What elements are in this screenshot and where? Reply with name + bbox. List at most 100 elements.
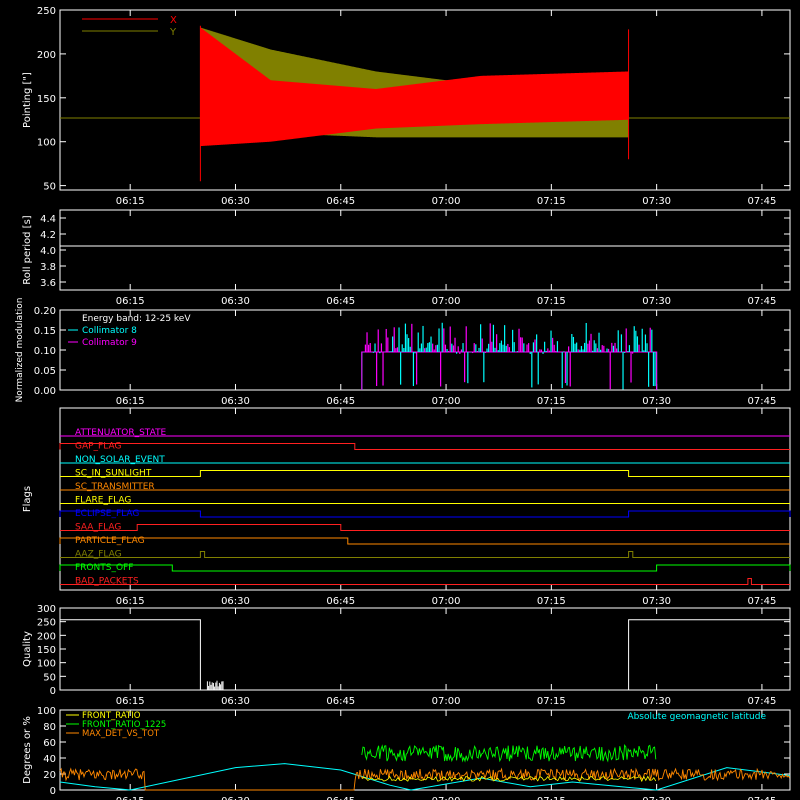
flag-label-flare_flag: FLARE_FLAG — [75, 496, 131, 506]
x-tick-label: 07:00 — [432, 796, 461, 800]
y-tick-label: 200 — [37, 50, 56, 61]
flag-label-bad_packets: BAD_PACKETS — [75, 577, 139, 587]
legend-label-2: MAX_DET_VS_TOT — [82, 729, 160, 739]
x-tick-label: 07:15 — [537, 796, 566, 800]
panel-frame — [59, 407, 791, 591]
y-axis-label: Flags — [22, 486, 33, 512]
x-tick-label: 07:30 — [642, 296, 671, 307]
flag-line-particle_flag — [59, 537, 790, 545]
x-tick-label: 06:45 — [326, 696, 355, 707]
flag-line-bad_packets — [60, 578, 790, 585]
plot-layer: 06:15 06:30 06:45 07:00 07:15 07:30 07:45 50 100… — [15, 6, 791, 800]
legend-label-Y: Y — [169, 27, 177, 38]
y-tick-label: 250 — [37, 6, 56, 17]
legend-label-1: FRONT_RATIO_1225 — [82, 720, 166, 730]
flag-line-saa_flag — [60, 524, 790, 531]
legend-label-X: X — [170, 15, 177, 26]
panel-roll: 06:15 06:30 06:45 07:00 07:15 07:30 07:45 3.6 3.… — [22, 209, 791, 307]
flag-line-eclipse_flag — [59, 510, 791, 518]
panel-ratios: 06:15 06:30 06:45 07:00 07:15 07:30 07:45 0 20 40… — [22, 706, 791, 800]
x-tick-label: 06:15 — [116, 596, 145, 607]
x-tick-label: 07:30 — [642, 796, 671, 800]
y-tick-label: 40 — [43, 754, 56, 765]
panel-frame — [59, 9, 791, 191]
x-tick-label: 07:45 — [748, 296, 777, 307]
x-tick-label: 06:45 — [326, 596, 355, 607]
y-tick-label: 0.20 — [34, 306, 56, 317]
flag-label-sc_transmitter: SC_TRANSMITTER — [75, 482, 155, 492]
y-tick-label: 150 — [37, 94, 56, 105]
x-tick-label: 06:15 — [116, 196, 145, 207]
x-tick-label: 07:30 — [642, 696, 671, 707]
x-tick-label: 06:30 — [221, 596, 250, 607]
y-axis-label: Pointing ["] — [22, 72, 33, 128]
x-tick-label: 07:15 — [537, 596, 566, 607]
x-tick-label: 07:30 — [642, 396, 671, 407]
y-tick-label: 100 — [37, 138, 56, 149]
y-tick-label: 4.0 — [40, 246, 56, 257]
y-tick-label: 20 — [43, 770, 56, 781]
y-axis-label: Roll period [s] — [22, 215, 33, 284]
x-tick-label: 06:15 — [116, 396, 145, 407]
x-tick-label: 07:00 — [432, 296, 461, 307]
legend-label-0: Collimator 8 — [82, 326, 137, 336]
energy-band-annotation: Energy band: 12-25 keV — [82, 314, 191, 324]
y-tick-label: 0 — [50, 686, 56, 697]
panel-quality: 06:15 06:30 06:45 07:00 07:15 07:30 07:45 0 50 10… — [22, 604, 791, 707]
x-tick-label: 07:30 — [642, 196, 671, 207]
y-tick-label: 50 — [43, 672, 56, 683]
x-tick-label: 07:30 — [642, 596, 671, 607]
y-tick-label: 3.6 — [40, 278, 56, 289]
flag-label-saa_flag: SAA_FLAG — [75, 523, 121, 533]
x-tick-label: 07:45 — [748, 396, 777, 407]
x-tick-label: 07:45 — [748, 796, 777, 800]
panel-frame — [59, 709, 791, 791]
y-tick-label: 250 — [37, 618, 56, 629]
y-tick-label: 0.15 — [34, 326, 56, 337]
x-tick-label: 06:30 — [221, 196, 250, 207]
y-tick-label: 4.2 — [40, 230, 56, 241]
flag-label-particle_flag: PARTICLE_FLAG — [75, 536, 145, 546]
y-tick-label: 3.8 — [40, 262, 56, 273]
x-tick-label: 07:15 — [537, 296, 566, 307]
x-tick-label: 06:15 — [116, 796, 145, 800]
y-tick-label: 50 — [43, 182, 56, 193]
y-tick-label: 0 — [50, 786, 56, 797]
x-tick-label: 06:45 — [326, 296, 355, 307]
x-tick-label: 06:15 — [116, 696, 145, 707]
x-tick-label: 06:30 — [221, 796, 250, 800]
flag-line-fronts_off — [59, 564, 791, 572]
x-tick-label: 06:45 — [326, 396, 355, 407]
x-tick-label: 06:45 — [326, 796, 355, 800]
y-tick-label: 300 — [37, 604, 56, 615]
x-tick-label: 07:45 — [748, 596, 777, 607]
y-axis-label: Degrees or % — [22, 716, 33, 784]
y-tick-label: 4.4 — [40, 214, 56, 225]
x-tick-label: 07:45 — [748, 696, 777, 707]
series-max-det-vs-tot — [59, 767, 790, 791]
legend-label-0: FRONT_RATIO — [82, 711, 141, 721]
y-axis-label: Quality — [22, 631, 33, 667]
series-front-ratio — [361, 775, 657, 783]
x-tick-label: 06:30 — [221, 296, 250, 307]
x-tick-label: 07:15 — [537, 696, 566, 707]
x-tick-label: 06:45 — [326, 196, 355, 207]
flag-label-attenuator_state: ATTENUATOR_STATE — [75, 428, 167, 438]
panel-pointing: 06:15 06:30 06:45 07:00 07:15 07:30 07:45 50 100… — [22, 6, 791, 207]
flag-line-sc_in_sunlight — [60, 470, 790, 477]
x-tick-label: 06:15 — [116, 296, 145, 307]
quality-line — [60, 619, 790, 691]
x-tick-label: 07:00 — [432, 696, 461, 707]
x-tick-label: 07:00 — [432, 396, 461, 407]
geomag-annotation: Absolute geomagnetic latitude — [627, 712, 766, 722]
panel-modulation: 06:15 06:30 06:45 07:00 07:15 07:30 07:45 0.00 0… — [15, 298, 791, 407]
series-X-trace — [199, 27, 629, 147]
flag-line-aaz_flag — [60, 551, 790, 558]
x-tick-label: 07:00 — [432, 196, 461, 207]
y-axis-label: Normalized modulation — [15, 298, 25, 403]
y-tick-label: 200 — [37, 631, 56, 642]
y-tick-label: 0.00 — [34, 386, 56, 397]
flag-label-fronts_off: FRONTS_OFF — [75, 563, 133, 573]
flag-label-aaz_flag: AAZ_FLAG — [75, 550, 122, 560]
